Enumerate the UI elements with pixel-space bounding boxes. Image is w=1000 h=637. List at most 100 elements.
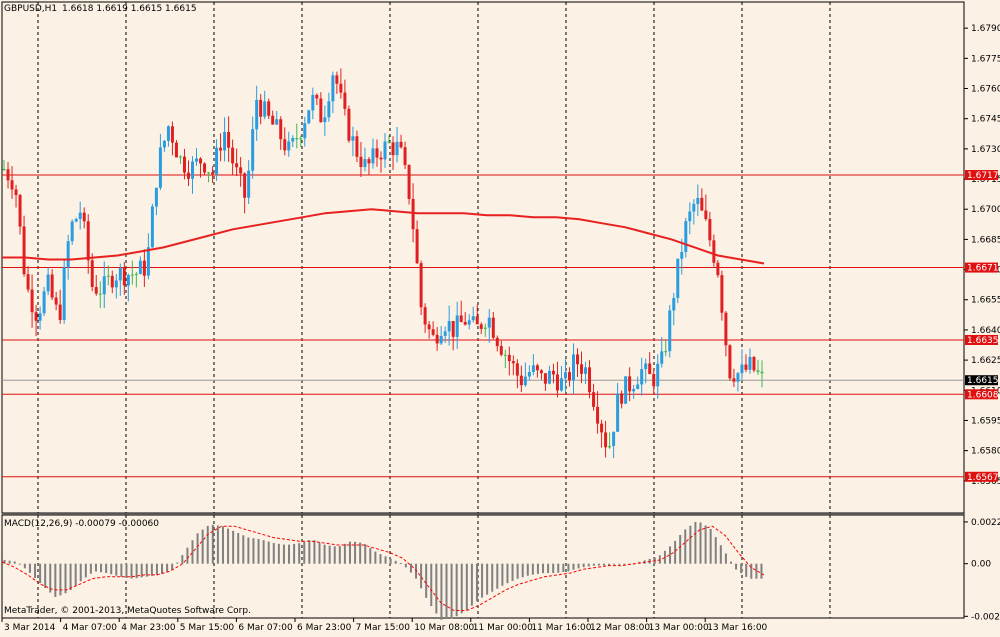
- candle-body: [58, 304, 62, 320]
- macd-bar: [115, 563, 118, 576]
- candle-body: [275, 119, 279, 125]
- candle-body: [700, 197, 704, 211]
- candle-body: [311, 94, 315, 111]
- macd-bar: [374, 551, 377, 564]
- macd-bar: [608, 563, 611, 566]
- macd-bar: [729, 561, 732, 564]
- candle-body: [30, 289, 34, 313]
- main-plot-frame: [1, 1, 965, 514]
- candle-body: [126, 275, 130, 286]
- time-tick-label: 6 Mar 07:00: [238, 623, 293, 633]
- macd-bar: [303, 541, 306, 564]
- level-tag: [965, 170, 998, 181]
- candle-body: [303, 123, 307, 139]
- candle-body: [423, 307, 427, 325]
- candle-body: [547, 370, 551, 384]
- macd-bar: [120, 563, 123, 578]
- candle-body: [527, 372, 531, 377]
- macd-bar: [475, 563, 478, 602]
- candle-body: [756, 370, 760, 372]
- price-tick-label: 1.6625: [971, 356, 1000, 366]
- candle-body: [664, 351, 668, 353]
- macd-bar: [552, 563, 555, 574]
- macd-bar: [719, 545, 722, 564]
- macd-bar: [221, 526, 224, 564]
- macd-bar: [399, 563, 402, 565]
- price-tick-label: 1.6595: [971, 416, 1000, 426]
- macd-bar: [348, 541, 351, 564]
- candle-body: [102, 276, 106, 295]
- macd-bar: [354, 541, 357, 564]
- ma-line: [2, 208, 765, 265]
- time-tick-label: 5 Mar 15:00: [180, 623, 235, 633]
- macd-bar: [420, 563, 423, 589]
- macd-bar: [176, 562, 179, 564]
- macd-bar: [69, 563, 72, 591]
- candle-body: [531, 365, 535, 373]
- candle-body: [644, 363, 648, 370]
- time-tick-label: 10 Mar 08:00: [414, 623, 474, 633]
- macd-bar: [252, 538, 255, 564]
- macd-bar: [323, 544, 326, 564]
- price-tick-label: 1.6790: [971, 24, 1000, 34]
- macd-bar: [735, 563, 738, 570]
- candle-body: [271, 115, 275, 125]
- macd-bar: [572, 563, 575, 570]
- candle-body: [576, 354, 580, 365]
- candle-body: [567, 372, 571, 381]
- macd-bar: [288, 544, 291, 564]
- macd-bar: [516, 563, 519, 579]
- candle-body: [219, 147, 223, 151]
- candle-body: [110, 275, 114, 288]
- price-axis: 1.67901.67751.67601.67451.67301.67151.67…: [964, 24, 1000, 487]
- macd-bar: [206, 525, 209, 564]
- candle-body: [134, 273, 138, 275]
- time-tick-label: 12 Mar 08:00: [590, 623, 650, 633]
- macd-bar: [409, 563, 412, 573]
- price-tick-label: 1.6775: [971, 54, 1000, 64]
- candle-body: [70, 221, 74, 242]
- candle-body: [90, 260, 94, 287]
- macd-bar: [536, 563, 539, 574]
- macd-bar: [465, 563, 468, 611]
- macd-bar: [694, 522, 697, 564]
- candle-body: [114, 280, 118, 288]
- candle-body: [692, 203, 696, 212]
- candle-body: [752, 357, 756, 371]
- macd-bar: [587, 563, 590, 567]
- candle-body: [251, 129, 255, 171]
- level-tag: [965, 389, 998, 400]
- macd-bar: [328, 545, 331, 564]
- candle-body: [415, 229, 419, 264]
- time-tick-label: 13 Mar 16:00: [707, 623, 767, 633]
- candle-body: [712, 240, 716, 263]
- macd-bar: [364, 544, 367, 564]
- macd-bar: [679, 535, 682, 564]
- candle-body: [315, 94, 319, 99]
- level-tag-label: 1.6608: [967, 390, 999, 400]
- macd-bar: [597, 563, 600, 566]
- macd-bar: [64, 563, 67, 594]
- macd-bar: [282, 544, 285, 564]
- candle-body: [26, 274, 30, 290]
- level-tag-label: 1.6635: [967, 336, 999, 346]
- candle-body: [720, 275, 724, 313]
- candle-body: [367, 159, 371, 164]
- grid-lines: [37, 2, 831, 618]
- macd-signal-line: [1, 525, 765, 611]
- macd-bar: [714, 537, 717, 564]
- candle-body: [660, 351, 664, 364]
- candle-body: [467, 320, 471, 325]
- candle-body: [728, 345, 732, 379]
- time-tick-label: 11 Mar 00:00: [473, 623, 533, 633]
- macd-bar: [760, 563, 763, 579]
- candle-body: [34, 312, 38, 321]
- candle-body: [166, 126, 170, 141]
- candle-body: [379, 157, 383, 160]
- candle-body: [608, 445, 612, 448]
- macd-bar: [247, 537, 250, 564]
- macd-bar: [531, 563, 534, 575]
- macd-bar: [450, 563, 453, 619]
